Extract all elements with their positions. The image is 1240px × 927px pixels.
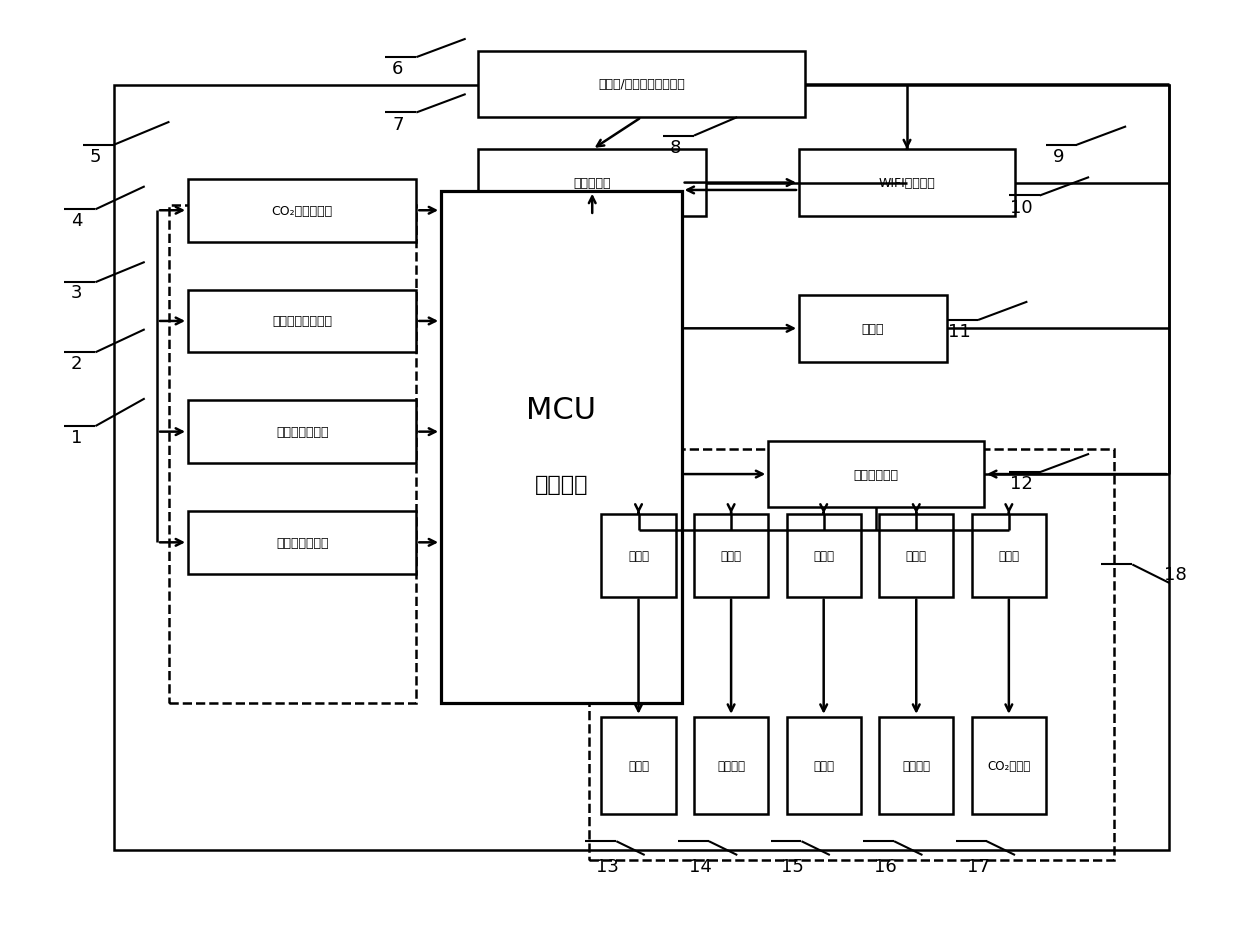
Bar [441,192,682,703]
Text: 17: 17 [966,857,990,875]
Bar [601,717,676,814]
Text: 13: 13 [596,857,619,875]
Bar [170,206,417,703]
Bar [786,514,861,597]
Text: 5: 5 [89,147,102,166]
Text: 16: 16 [874,857,897,875]
Text: 继电器控制器: 继电器控制器 [853,468,899,481]
Bar [479,52,805,118]
Bar [694,514,768,597]
Bar [768,441,985,508]
Text: CO₂浓度传感器: CO₂浓度传感器 [272,205,332,218]
Text: 11: 11 [949,323,971,341]
Text: 6: 6 [392,60,403,78]
Bar [479,150,707,217]
Bar [601,514,676,597]
Bar [972,717,1045,814]
Text: 遥光棚: 遥光棚 [627,759,649,772]
Bar [694,717,768,814]
Text: 15: 15 [781,857,805,875]
Text: 4: 4 [71,212,83,230]
Text: WIFI无线网络: WIFI无线网络 [879,177,935,190]
Text: 光照强度传感器: 光照强度传感器 [275,536,329,549]
Bar [188,180,417,242]
Text: 继电器: 继电器 [813,549,835,562]
Text: 14: 14 [688,857,712,875]
Text: 土壤湿度传感器: 土壤湿度传感器 [275,425,329,438]
Bar [879,514,954,597]
Text: 3: 3 [71,284,83,302]
Text: 2: 2 [71,355,83,373]
Text: 蜂鸣器: 蜂鸣器 [862,323,884,336]
Text: 冷热风机: 冷热风机 [903,759,930,772]
Text: 10: 10 [1009,198,1033,216]
Text: 继电器: 继电器 [627,549,649,562]
Text: 补光灯: 补光灯 [813,759,835,772]
Bar [972,514,1045,597]
Bar [188,290,417,353]
Text: MCU: MCU [526,396,596,425]
Bar [589,450,1114,859]
Text: CO₂发生器: CO₂发生器 [987,759,1030,772]
Bar [799,150,1016,217]
Text: 太阳能/市交流电供电系统: 太阳能/市交流电供电系统 [598,78,684,91]
Text: 8: 8 [670,138,681,157]
Text: 1: 1 [71,428,83,447]
Text: 18: 18 [1164,565,1187,583]
Text: 空气温湿度传感器: 空气温湿度传感器 [272,315,332,328]
Text: 9: 9 [1053,147,1064,166]
Text: 12: 12 [1009,475,1033,493]
Text: 微控单元: 微控单元 [534,475,588,494]
Text: 继电器: 继电器 [905,549,926,562]
Bar [188,512,417,574]
Text: 继电器: 继电器 [720,549,742,562]
Text: 灌源喷头: 灌源喷头 [717,759,745,772]
Text: 7: 7 [392,116,403,133]
Text: 电源适配器: 电源适配器 [573,177,611,190]
Bar [114,85,1169,850]
Bar [786,717,861,814]
Text: 继电器: 继电器 [998,549,1019,562]
Bar [879,717,954,814]
Bar [799,296,947,362]
Bar [188,400,417,464]
